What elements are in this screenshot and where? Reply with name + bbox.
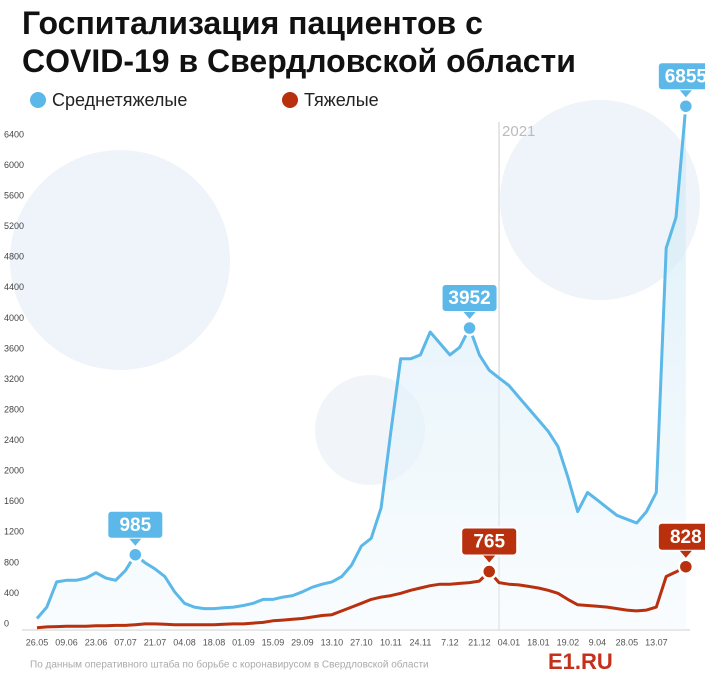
y-tick-label: 4800: [4, 252, 24, 262]
y-tick-label: 4000: [4, 313, 24, 323]
point: [461, 319, 478, 337]
x-tick-label: 7.12: [441, 637, 459, 647]
data-label: 3952: [448, 288, 490, 309]
x-tick-label: 13.10: [321, 637, 344, 647]
x-tick-label: 21.07: [144, 637, 167, 647]
point: [677, 97, 695, 115]
y-tick-label: 1200: [4, 527, 24, 537]
data-label: 765: [473, 532, 505, 553]
decor: [500, 100, 700, 300]
x-tick-label: 19.02: [557, 637, 580, 647]
callout-pointer: [483, 555, 496, 563]
data-label: 828: [670, 527, 702, 548]
callout-pointer: [679, 90, 692, 98]
x-tick-label: 26.05: [26, 637, 49, 647]
point: [127, 546, 144, 563]
x-tick-label: 13.07: [645, 637, 668, 647]
x-tick-label: 18.08: [203, 637, 226, 647]
x-tick-label: 21.12: [468, 637, 491, 647]
data-label: 6855: [665, 66, 705, 87]
callout-pointer: [129, 538, 142, 546]
x-tick-label: 15.09: [262, 637, 285, 647]
y-tick-label: 2400: [4, 435, 24, 445]
callout-pointer: [679, 550, 692, 558]
decor: [10, 150, 230, 370]
y-tick-label: 4400: [4, 282, 24, 292]
x-tick-label: 07.07: [114, 637, 137, 647]
x-tick-label: 9.04: [589, 637, 607, 647]
x-tick-label: 29.09: [291, 637, 314, 647]
callout-pointer: [463, 312, 476, 320]
point: [480, 563, 498, 580]
y-tick-label: 2800: [4, 404, 24, 414]
y-tick-label: 1600: [4, 496, 24, 506]
legend-label: Среднетяжелые: [52, 90, 187, 110]
legend-marker: [282, 92, 298, 108]
y-tick-label: 6400: [4, 129, 24, 139]
x-tick-label: 28.05: [616, 637, 639, 647]
y-tick-label: 400: [4, 588, 19, 598]
y-tick-label: 0: [4, 618, 9, 628]
year-label: 2021: [502, 123, 535, 140]
y-tick-label: 6000: [4, 160, 24, 170]
chart-title: Госпитализация пациентов с COVID-19 в Све…: [22, 5, 576, 79]
x-tick-label: 18.01: [527, 637, 550, 647]
x-tick-label: 10.11: [380, 637, 402, 647]
y-tick-label: 2000: [4, 466, 24, 476]
point: [677, 558, 695, 575]
area: [37, 106, 686, 630]
x-tick-label: 23.06: [85, 637, 108, 647]
logo: E1.RU: [548, 649, 613, 674]
y-tick-label: 3200: [4, 374, 24, 384]
line: [36, 565, 687, 630]
legend-marker: [30, 92, 46, 108]
x-tick-label: 01.09: [232, 637, 255, 647]
x-tick-label: 09.06: [55, 637, 78, 647]
source: По данным оперативного штаба по борьбе с…: [30, 659, 429, 671]
y-tick-label: 800: [4, 557, 19, 567]
y-tick-label: 5200: [4, 221, 24, 231]
y-tick-label: 5600: [4, 191, 24, 201]
line: [35, 106, 688, 620]
legend-label: Тяжелые: [304, 90, 379, 110]
x-tick-label: 27.10: [350, 637, 373, 647]
x-tick-label: 24.11: [409, 637, 431, 647]
y-tick-label: 3600: [4, 343, 24, 353]
x-tick-label: 04.01: [498, 637, 521, 647]
data-label: 985: [119, 515, 151, 536]
x-tick-label: 04.08: [173, 637, 196, 647]
